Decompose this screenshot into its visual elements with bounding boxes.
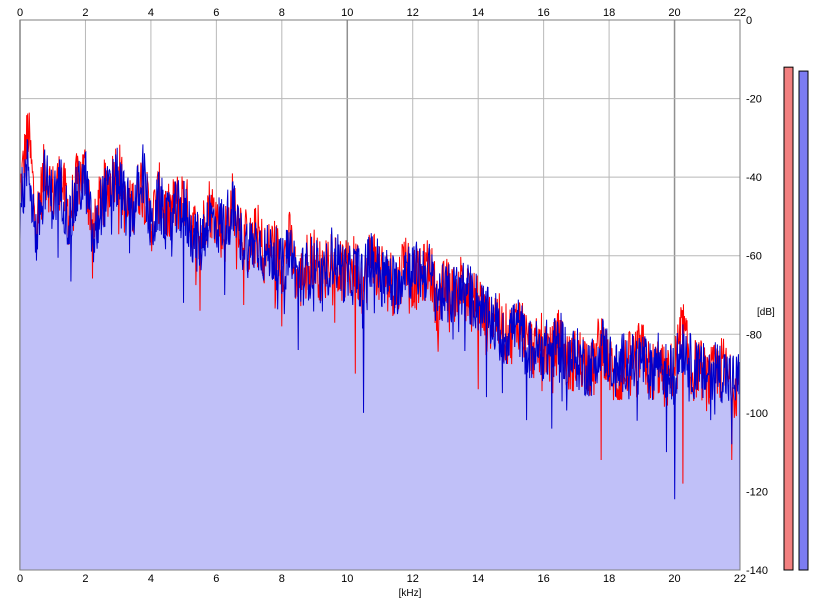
y-tick-label: -80 (746, 329, 762, 341)
x-tick-label-bottom: 16 (538, 573, 550, 585)
y-tick-label: -120 (746, 486, 768, 498)
x-tick-label-top: 4 (148, 7, 154, 19)
x-tick-label-top: 22 (734, 7, 746, 19)
spectrum-fill (20, 139, 740, 570)
series-blue-line (19, 139, 741, 571)
level-meter-right (798, 70, 809, 571)
x-tick-label-top: 14 (472, 7, 484, 19)
y-tick-label: -100 (746, 408, 768, 420)
x-tick-label-top: 12 (407, 7, 419, 19)
x-tick-label-bottom: 22 (734, 573, 746, 585)
x-axis-top: 0 2 4 6 8 10 12 14 16 18 20 22 (17, 7, 746, 19)
x-tick-label-bottom: 6 (213, 573, 219, 585)
x-axis-label: [kHz] (399, 588, 422, 599)
x-tick-label-bottom: 14 (472, 573, 484, 585)
x-tick-label-bottom: 2 (82, 573, 88, 585)
plot-frame (19, 19, 741, 571)
spectrum-area (20, 139, 740, 570)
spectrum-series (19, 112, 741, 571)
x-tick-label-bottom: 0 (17, 573, 23, 585)
x-tick-label-bottom: 4 (148, 573, 154, 585)
x-tick-label-top: 0 (17, 7, 23, 19)
x-tick-label-bottom: 8 (279, 573, 285, 585)
y-tick-label: 0 (746, 15, 752, 27)
y-tick-label: -60 (746, 251, 762, 263)
y-tick-label: -140 (746, 565, 768, 577)
x-tick-label-top: 20 (668, 7, 680, 19)
x-tick-label-bottom: 18 (603, 573, 615, 585)
level-meter-left (783, 66, 794, 571)
level-meters (783, 66, 809, 571)
x-tick-label-bottom: 20 (668, 573, 680, 585)
x-axis-bottom: 0 2 4 6 8 10 12 14 16 18 20 22 (17, 573, 746, 585)
y-axis: 0 -20 -40 -60 -80 -100 -120 -140 (746, 15, 768, 577)
y-axis-label: [dB] (757, 307, 775, 318)
y-tick-label: -20 (746, 94, 762, 106)
x-tick-label-top: 10 (341, 7, 353, 19)
x-tick-label-bottom: 12 (407, 573, 419, 585)
x-tick-label-top: 18 (603, 7, 615, 19)
x-tick-label-bottom: 10 (341, 573, 353, 585)
y-tick-label: -40 (746, 172, 762, 184)
x-tick-label-top: 6 (213, 7, 219, 19)
x-tick-label-top: 2 (82, 7, 88, 19)
x-tick-label-top: 16 (538, 7, 550, 19)
x-tick-label-top: 8 (279, 7, 285, 19)
